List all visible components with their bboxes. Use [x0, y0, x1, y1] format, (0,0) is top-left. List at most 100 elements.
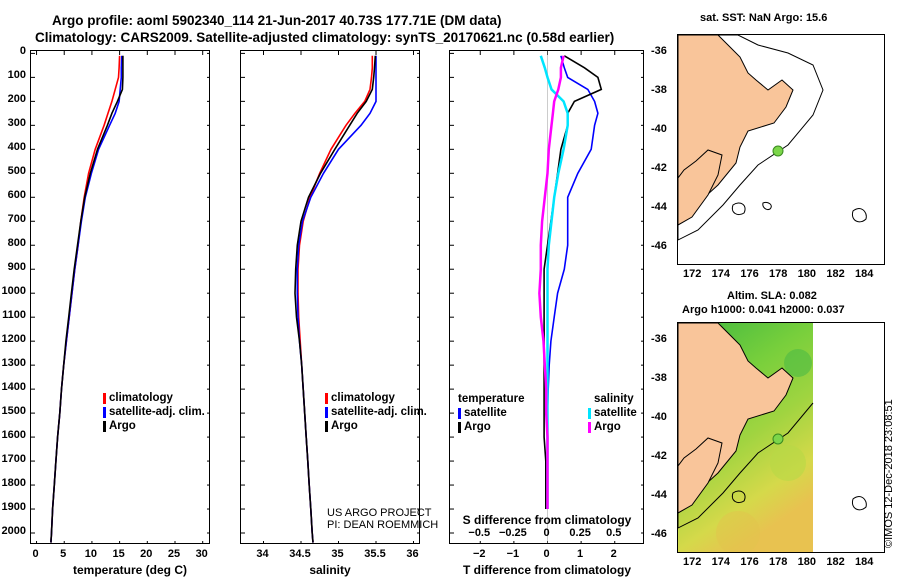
- legend-swatch-satellite: [325, 406, 328, 418]
- credit: US ARGO PROJECT PI: DEAN ROEMMICH: [327, 507, 438, 531]
- imos-stamp: ©IMOS 12-Dec-2018 23:08:51: [883, 399, 895, 548]
- depth-tick-label: 500: [7, 165, 26, 178]
- credit-line-2: PI: DEAN ROEMMICH: [327, 519, 439, 531]
- series-line-temperature-argo: [543, 55, 603, 509]
- lon-tick-label: 182: [826, 556, 845, 568]
- depth-tick-label: 1400: [1, 381, 26, 394]
- salinity-plot: [241, 51, 419, 543]
- depth-tick-label: 600: [7, 189, 26, 202]
- legend-swatch-climatology: [103, 392, 106, 404]
- lat-tick-label: -46: [651, 528, 667, 540]
- sla-map-graphic: [678, 323, 867, 552]
- credit-line-1: US ARGO PROJECT: [327, 507, 432, 519]
- depth-tick-label: 1100: [2, 309, 26, 322]
- x-tick-label: 0: [543, 548, 550, 560]
- series-line-salinity-argo: [538, 55, 565, 509]
- lat-tick-label: -36: [651, 45, 667, 57]
- temperature-plot: [31, 51, 209, 543]
- depth-tick-label: 1300: [1, 357, 26, 370]
- x-tick-label: 25: [167, 548, 181, 560]
- argo-position-marker: [772, 433, 784, 445]
- difference-xlabel: T difference from climatology: [462, 563, 632, 577]
- difference-panel: [449, 50, 644, 544]
- legend-t-satellite: satellite: [464, 407, 507, 419]
- x-tick-label: 34: [256, 548, 269, 560]
- lon-tick-label: 176: [740, 268, 759, 280]
- lon-tick-label: 184: [855, 268, 874, 280]
- legend-swatch-climatology: [325, 392, 328, 404]
- depth-tick-label: 1800: [1, 477, 26, 490]
- legend-t-argo: Argo: [464, 421, 491, 433]
- legend-swatch-argo: [458, 421, 461, 433]
- lon-tick-label: 182: [826, 268, 845, 280]
- x-tick-label: 35: [331, 548, 344, 560]
- lat-tick-label: -38: [651, 84, 667, 96]
- series-line-satellite-adj-clim-: [296, 55, 377, 543]
- series-line-climatology: [297, 55, 374, 543]
- temperature-legend: climatology satellite-adj. clim. Argo: [103, 391, 205, 433]
- x-tick-label: 30: [195, 548, 208, 560]
- lon-tick-label: 178: [769, 268, 788, 280]
- sst-map-graphic: [678, 35, 867, 241]
- x-tick-label: 36: [406, 548, 419, 560]
- series-line-argo: [294, 55, 377, 543]
- legend-climatology: climatology: [331, 392, 395, 404]
- legend-argo: Argo: [331, 420, 358, 432]
- depth-tick-label: 700: [7, 213, 26, 226]
- legend-salinity-header: salinity: [594, 393, 634, 405]
- x-tick-label: 2: [610, 548, 617, 560]
- legend-swatch-argo: [103, 420, 106, 432]
- map-top-title: sat. SST: NaN Argo: 15.6: [700, 12, 828, 24]
- depth-tick-label: 2000: [1, 525, 26, 537]
- lat-tick-label: -44: [651, 489, 667, 501]
- series-line-climatology: [50, 55, 121, 543]
- legend-climatology: climatology: [109, 392, 173, 404]
- lon-tick-label: 172: [683, 556, 702, 568]
- legend-s-satellite: satellite: [594, 407, 637, 419]
- temperature-xlabel: temperature (deg C): [72, 563, 188, 577]
- s-difference-label: S difference from climatology: [462, 513, 632, 527]
- x-tick-label: 20: [140, 548, 153, 560]
- depth-tick-label: 300: [7, 117, 26, 130]
- lon-tick-label: 180: [797, 556, 817, 568]
- depth-tick-label: 1600: [1, 429, 26, 442]
- depth-tick-label: 1000: [1, 285, 26, 298]
- map-bottom-title-2: Argo h1000: 0.041 h2000: 0.037: [682, 304, 845, 316]
- x-tick-label: 0: [32, 548, 39, 560]
- lat-tick-label: -38: [651, 372, 667, 384]
- legend-swatch-satellite: [103, 406, 106, 418]
- s-tick-label: −0.5: [468, 527, 491, 539]
- depth-tick-label: 200: [7, 93, 26, 106]
- x-tick-label: 10: [84, 548, 98, 560]
- sst-map: [677, 34, 885, 265]
- s-tick-label: 0: [543, 527, 550, 539]
- lon-tick-label: 178: [769, 556, 788, 568]
- legend-satellite: satellite-adj. clim.: [331, 406, 427, 418]
- lon-tick-label: 184: [855, 556, 874, 568]
- legend-swatch-cyan: [588, 407, 591, 419]
- x-tick-label: 34.5: [289, 548, 311, 560]
- s-tick-label: 0.5: [606, 527, 622, 539]
- temperature-panel: [30, 50, 210, 544]
- depth-tick-label: 800: [7, 237, 26, 250]
- lat-tick-label: -46: [651, 240, 667, 252]
- legend-temperature-header: temperature: [458, 393, 525, 405]
- lat-tick-label: -36: [651, 333, 667, 345]
- depth-tick-label: 0: [19, 45, 26, 58]
- lon-tick-label: 174: [711, 556, 731, 568]
- difference-plot: [450, 51, 643, 543]
- lat-tick-label: -40: [651, 123, 667, 135]
- title-line-1: Argo profile: aoml 5902340_114 21-Jun-20…: [52, 13, 502, 28]
- lat-tick-label: -44: [651, 201, 667, 213]
- depth-tick-label: 900: [7, 261, 26, 274]
- legend-swatch-magenta: [588, 421, 591, 433]
- depth-tick-label: 1900: [1, 501, 26, 514]
- s-tick-label: −0.25: [498, 527, 527, 539]
- lat-tick-label: -42: [651, 450, 667, 462]
- depth-tick-label: 1500: [1, 405, 26, 418]
- salinity-legend: climatology satellite-adj. clim. Argo: [325, 391, 427, 433]
- legend-argo: Argo: [109, 420, 136, 432]
- depth-tick-label: 100: [7, 69, 26, 82]
- lat-tick-label: -42: [651, 162, 667, 174]
- s-tick-label: 0.25: [569, 527, 591, 539]
